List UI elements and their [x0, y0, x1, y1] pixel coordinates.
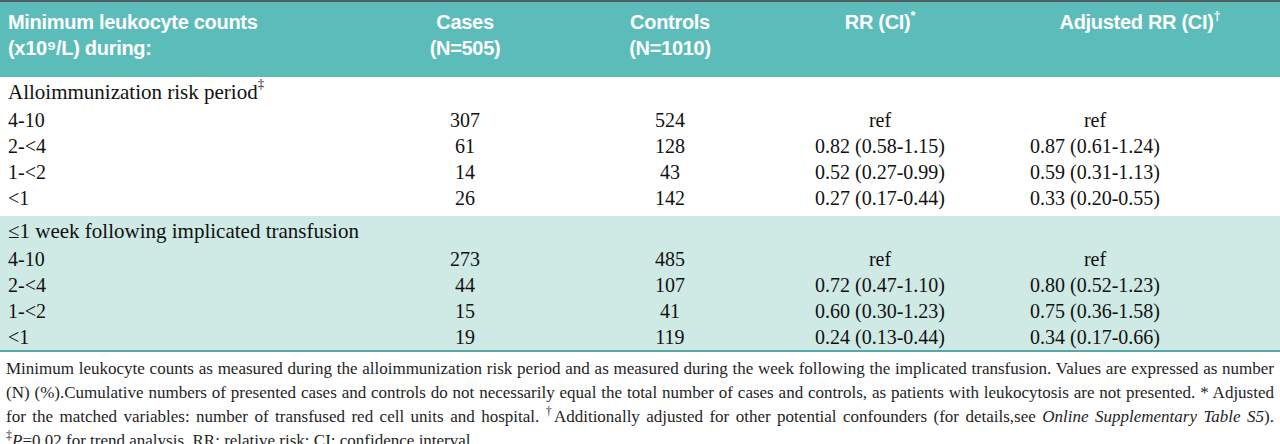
- cases-cell: 26: [350, 185, 580, 214]
- controls-cell: 142: [580, 185, 760, 214]
- rr-cell: ref: [760, 107, 1000, 133]
- rr-cell: 0.82 (0.58-1.15): [760, 133, 1000, 159]
- adjusted-rr-cell: ref: [1000, 246, 1280, 272]
- table-row: 1-<2 15 41 0.60 (0.30-1.23) 0.75 (0.36-1…: [0, 298, 1280, 324]
- cases-cell: 15: [350, 298, 580, 324]
- table-row: <1 26 142 0.27 (0.17-0.44) 0.33 (0.20-0.…: [0, 185, 1280, 214]
- rr-cell: 0.27 (0.17-0.44): [760, 185, 1000, 214]
- header-col-minimum-leukocyte-counts: Minimum leukocyte counts (x10⁹/L) during…: [0, 1, 350, 77]
- section-title-row-alloimmunization: Alloimmunization risk period‡: [0, 77, 1280, 107]
- header-controls-line1: Controls: [630, 11, 710, 33]
- adjusted-rr-cell: 0.75 (0.36-1.58): [1000, 298, 1280, 324]
- header-rr-asterisk: *: [910, 8, 915, 23]
- rr-cell: ref: [760, 246, 1000, 272]
- footnote-text: =0.02 for trend analysis. RR: relative r…: [22, 431, 474, 444]
- footnote-italic-reference: Online Supplementary Table S5: [1042, 407, 1264, 426]
- rr-cell: 0.60 (0.30-1.23): [760, 298, 1000, 324]
- adjusted-rr-cell: 0.59 (0.31-1.13): [1000, 159, 1280, 185]
- rr-cell: 0.52 (0.27-0.99): [760, 159, 1000, 185]
- section-title-double-dagger: ‡: [258, 76, 265, 91]
- row-label-cell: 1-<2: [0, 298, 350, 324]
- rr-cell: 0.24 (0.13-0.44): [760, 324, 1000, 351]
- footnote-text: ).: [1264, 407, 1274, 426]
- section-title-row-week-following: ≤1 week following implicated transfusion: [0, 214, 1280, 247]
- table-row: 4-10 307 524 ref ref: [0, 107, 1280, 133]
- header-row: Minimum leukocyte counts (x10⁹/L) during…: [0, 1, 1280, 77]
- controls-cell: 107: [580, 272, 760, 298]
- controls-cell: 485: [580, 246, 760, 272]
- rr-cell: 0.72 (0.47-1.10): [760, 272, 1000, 298]
- adjusted-rr-cell: 0.87 (0.61-1.24): [1000, 133, 1280, 159]
- row-label-cell: 4-10: [0, 246, 350, 272]
- row-label-cell: 4-10: [0, 107, 350, 133]
- header-col1-line1: Minimum leukocyte counts: [8, 11, 258, 33]
- table-footnote: Minimum leukocyte counts as measured dur…: [0, 352, 1280, 444]
- table-row: 2-<4 44 107 0.72 (0.47-1.10) 0.80 (0.52-…: [0, 272, 1280, 298]
- controls-cell: 119: [580, 324, 760, 351]
- header-col-adjusted-rr: Adjusted RR (CI)†: [1000, 1, 1280, 77]
- header-controls-line2: (N=1010): [580, 35, 760, 61]
- controls-cell: 128: [580, 133, 760, 159]
- cases-cell: 273: [350, 246, 580, 272]
- table-row: 2-<4 61 128 0.82 (0.58-1.15) 0.87 (0.61-…: [0, 133, 1280, 159]
- header-rr-label: RR (CI): [845, 11, 911, 33]
- header-col-rr: RR (CI)*: [760, 1, 1000, 77]
- leukocyte-counts-table-figure: Minimum leukocyte counts (x10⁹/L) during…: [0, 0, 1280, 444]
- row-label-cell: 1-<2: [0, 159, 350, 185]
- cases-cell: 19: [350, 324, 580, 351]
- adjusted-rr-cell: ref: [1000, 107, 1280, 133]
- adjusted-rr-cell: 0.34 (0.17-0.66): [1000, 324, 1280, 351]
- row-label-cell: 2-<4: [0, 272, 350, 298]
- controls-cell: 524: [580, 107, 760, 133]
- header-cases-line2: (N=505): [350, 35, 580, 61]
- footnote-p-value-symbol: P: [12, 431, 22, 444]
- header-col-cases: Cases (N=505): [350, 1, 580, 77]
- cases-cell: 61: [350, 133, 580, 159]
- header-adjusted-rr-dagger: †: [1214, 8, 1221, 23]
- header-col-controls: Controls (N=1010): [580, 1, 760, 77]
- adjusted-rr-cell: 0.80 (0.52-1.23): [1000, 272, 1280, 298]
- table-row: <1 19 119 0.24 (0.13-0.44) 0.34 (0.17-0.…: [0, 324, 1280, 351]
- controls-cell: 41: [580, 298, 760, 324]
- footnote-dagger-marker: †: [546, 404, 554, 418]
- leukocyte-counts-table: Minimum leukocyte counts (x10⁹/L) during…: [0, 0, 1280, 352]
- section-title: ≤1 week following implicated transfusion: [0, 214, 1280, 247]
- footnote-text: Additionally adjusted for other potentia…: [554, 407, 1042, 426]
- cases-cell: 44: [350, 272, 580, 298]
- section-title-text: ≤1 week following implicated transfusion: [8, 219, 359, 243]
- header-col1-line2: (x10⁹/L) during:: [8, 35, 350, 61]
- row-label-cell: 2-<4: [0, 133, 350, 159]
- header-cases-line1: Cases: [436, 11, 493, 33]
- section-title: Alloimmunization risk period‡: [0, 77, 1280, 107]
- cases-cell: 307: [350, 107, 580, 133]
- controls-cell: 43: [580, 159, 760, 185]
- row-label-cell: <1: [0, 324, 350, 351]
- row-label-cell: <1: [0, 185, 350, 214]
- table-row: 1-<2 14 43 0.52 (0.27-0.99) 0.59 (0.31-1…: [0, 159, 1280, 185]
- adjusted-rr-cell: 0.33 (0.20-0.55): [1000, 185, 1280, 214]
- table-row: 4-10 273 485 ref ref: [0, 246, 1280, 272]
- section-title-text: Alloimmunization risk period: [8, 80, 258, 104]
- cases-cell: 14: [350, 159, 580, 185]
- header-adjusted-rr-label: Adjusted RR (CI): [1059, 11, 1213, 33]
